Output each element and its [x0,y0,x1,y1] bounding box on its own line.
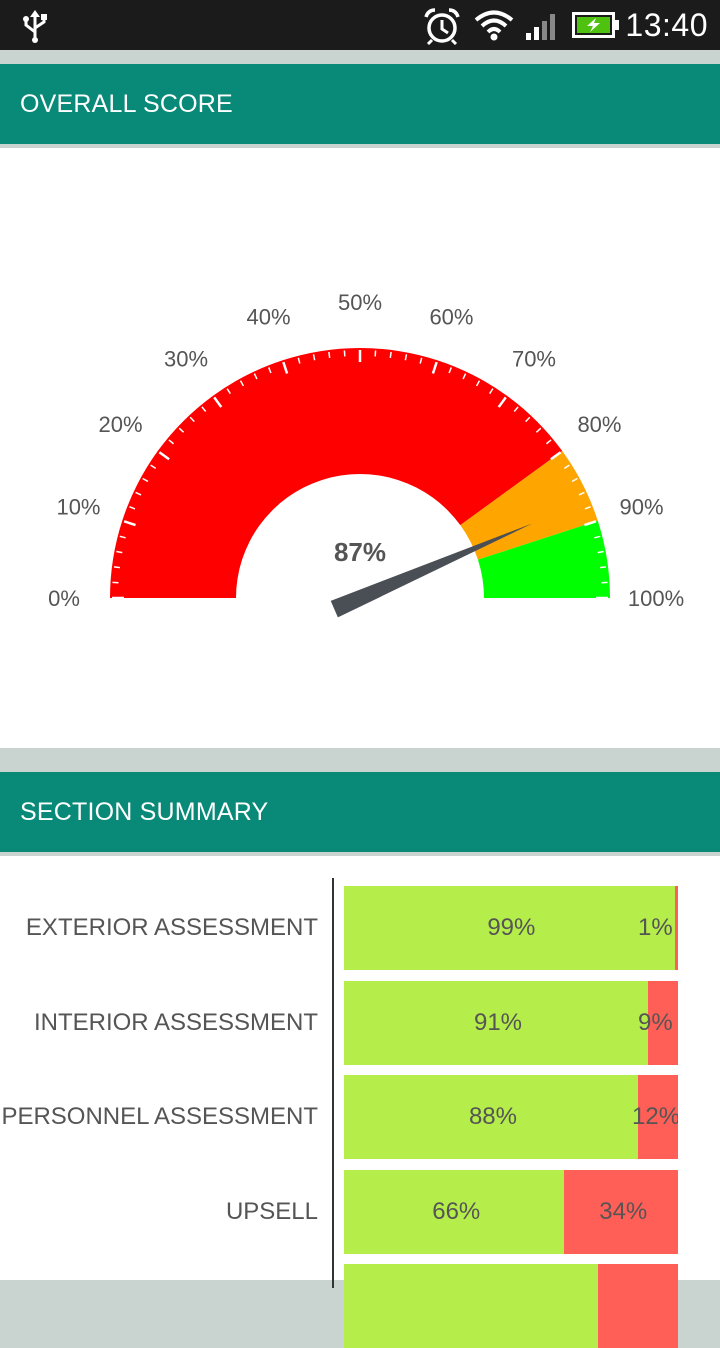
bar-value-positive: 91% [474,1009,522,1037]
usb-icon [20,8,50,49]
summary-panel: 99% 1% 91% 9% 88% 12% 66% 34% EXTERIOR ASSESSME… [0,856,720,1280]
gauge-tick-label: 50% [338,290,382,315]
overall-score-header: OVERALL SCORE [0,64,720,148]
bar-value-negative: 34% [599,1198,647,1226]
gauge-tick-label: 60% [429,304,473,329]
gauge-tick [600,567,606,568]
battery-charging-icon [572,12,620,43]
gauge-panel: 0% 10% 20% 30% 40% 50% 60% 70% 80% 90% 100% 87% [0,148,720,748]
bar-segment-positive [344,1264,598,1348]
section-summary-title: SECTION SUMMARY [20,797,268,827]
stacked-bar: 91% 9% [344,981,678,1065]
bar-value-negative: 1% [638,914,673,942]
gauge-tick-label: 80% [577,412,621,437]
score-gauge: 0% 10% 20% 30% 40% 50% 60% 70% 80% 90% 100% 87% [0,148,720,748]
stacked-bar: 66% 34% [344,1170,678,1254]
row-label: PERSONNEL ASSESSMENT [1,1102,318,1132]
chart-axis-line [332,878,334,1288]
overall-score-title: OVERALL SCORE [20,89,233,119]
stacked-bar [344,1264,678,1348]
gauge-tick-label: 100% [628,586,684,611]
section-summary-header: SECTION SUMMARY [0,772,720,856]
wifi-icon [474,9,514,46]
bar-value-positive: 66% [432,1198,480,1226]
gauge-tick-label: 40% [247,304,291,329]
gauge-tick-label: 20% [99,412,143,437]
row-label: EXTERIOR ASSESSMENT [26,913,318,943]
bar-value-positive: 99% [487,914,535,942]
signal-icon [525,11,561,46]
gauge-tick-label: 0% [48,586,80,611]
gauge-tick-label: 30% [164,347,208,372]
gauge-tick [390,352,391,358]
gauge-tick [329,352,330,358]
bar-segment-negative [598,1264,678,1348]
clock: 13:40 [625,6,708,44]
gauge-tick-label: 70% [512,347,556,372]
row-label: INTERIOR ASSESSMENT [34,1008,318,1038]
gauge-tick [114,567,120,568]
row-label: UPSELL [226,1197,318,1227]
stacked-bar: 88% 12% [344,1075,678,1159]
stacked-bar: 99% 1% [344,886,678,970]
bar-segment-negative [675,886,678,970]
bar-value-positive: 88% [469,1103,517,1131]
gauge-value-label: 87% [334,537,386,567]
bar-value-negative: 12% [632,1103,678,1131]
alarm-icon [422,7,462,50]
gauge-tick-label: 10% [56,495,100,520]
bar-value-negative: 9% [638,1009,673,1037]
status-bar: 13:40 [0,0,720,50]
gauge-tick-label: 90% [619,495,663,520]
